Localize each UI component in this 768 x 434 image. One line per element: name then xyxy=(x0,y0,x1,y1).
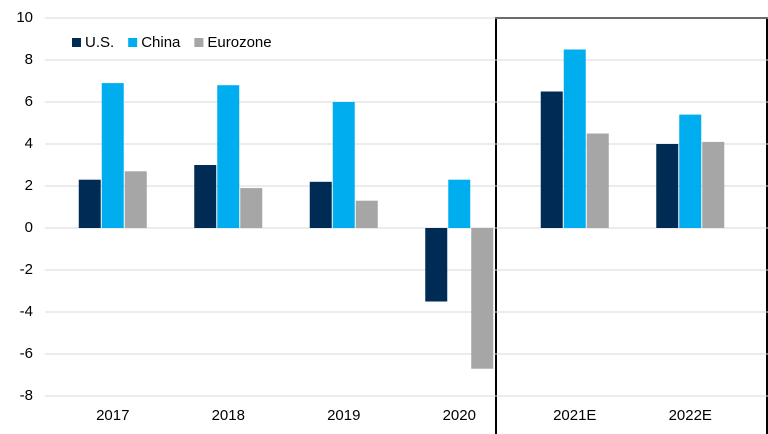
bar xyxy=(332,102,355,228)
x-tick-label: 2019 xyxy=(327,407,360,424)
bar xyxy=(586,133,609,228)
legend-swatch xyxy=(194,38,204,47)
bar xyxy=(101,83,124,228)
y-tick-label: -6 xyxy=(20,345,33,362)
bar xyxy=(124,171,147,228)
bar xyxy=(194,165,217,228)
y-tick-label: 4 xyxy=(25,135,33,152)
x-tick-label: 2022E xyxy=(669,407,712,424)
bar xyxy=(425,228,448,302)
bar xyxy=(656,144,679,228)
y-tick-label: 2 xyxy=(25,177,33,194)
bar xyxy=(240,188,263,228)
bar xyxy=(540,91,563,228)
bar xyxy=(679,114,702,228)
legend-label: China xyxy=(141,34,181,51)
legend-label: Eurozone xyxy=(207,34,271,51)
y-tick-label: 6 xyxy=(25,93,33,110)
bar xyxy=(78,179,101,228)
y-tick-label: 0 xyxy=(25,219,33,236)
y-tick-label: -4 xyxy=(20,303,33,320)
bar xyxy=(217,85,240,228)
legend-swatch xyxy=(128,38,138,47)
bar xyxy=(471,228,494,369)
bar xyxy=(702,141,725,228)
x-tick-label: 2017 xyxy=(96,407,129,424)
forecast-box xyxy=(495,17,768,434)
legend-swatch xyxy=(72,38,81,47)
y-tick-label: -2 xyxy=(20,261,33,278)
y-tick-label: 8 xyxy=(25,51,33,68)
x-tick-label: 2020 xyxy=(443,407,476,424)
bar xyxy=(448,179,471,228)
legend-label: U.S. xyxy=(85,34,114,51)
y-tick-label: 10 xyxy=(16,9,33,26)
x-tick-label: 2018 xyxy=(212,407,245,424)
y-tick-label: -8 xyxy=(20,387,33,404)
bar xyxy=(355,200,378,228)
bar xyxy=(309,181,332,228)
x-tick-label: 2021E xyxy=(553,407,596,424)
bar xyxy=(563,49,586,228)
